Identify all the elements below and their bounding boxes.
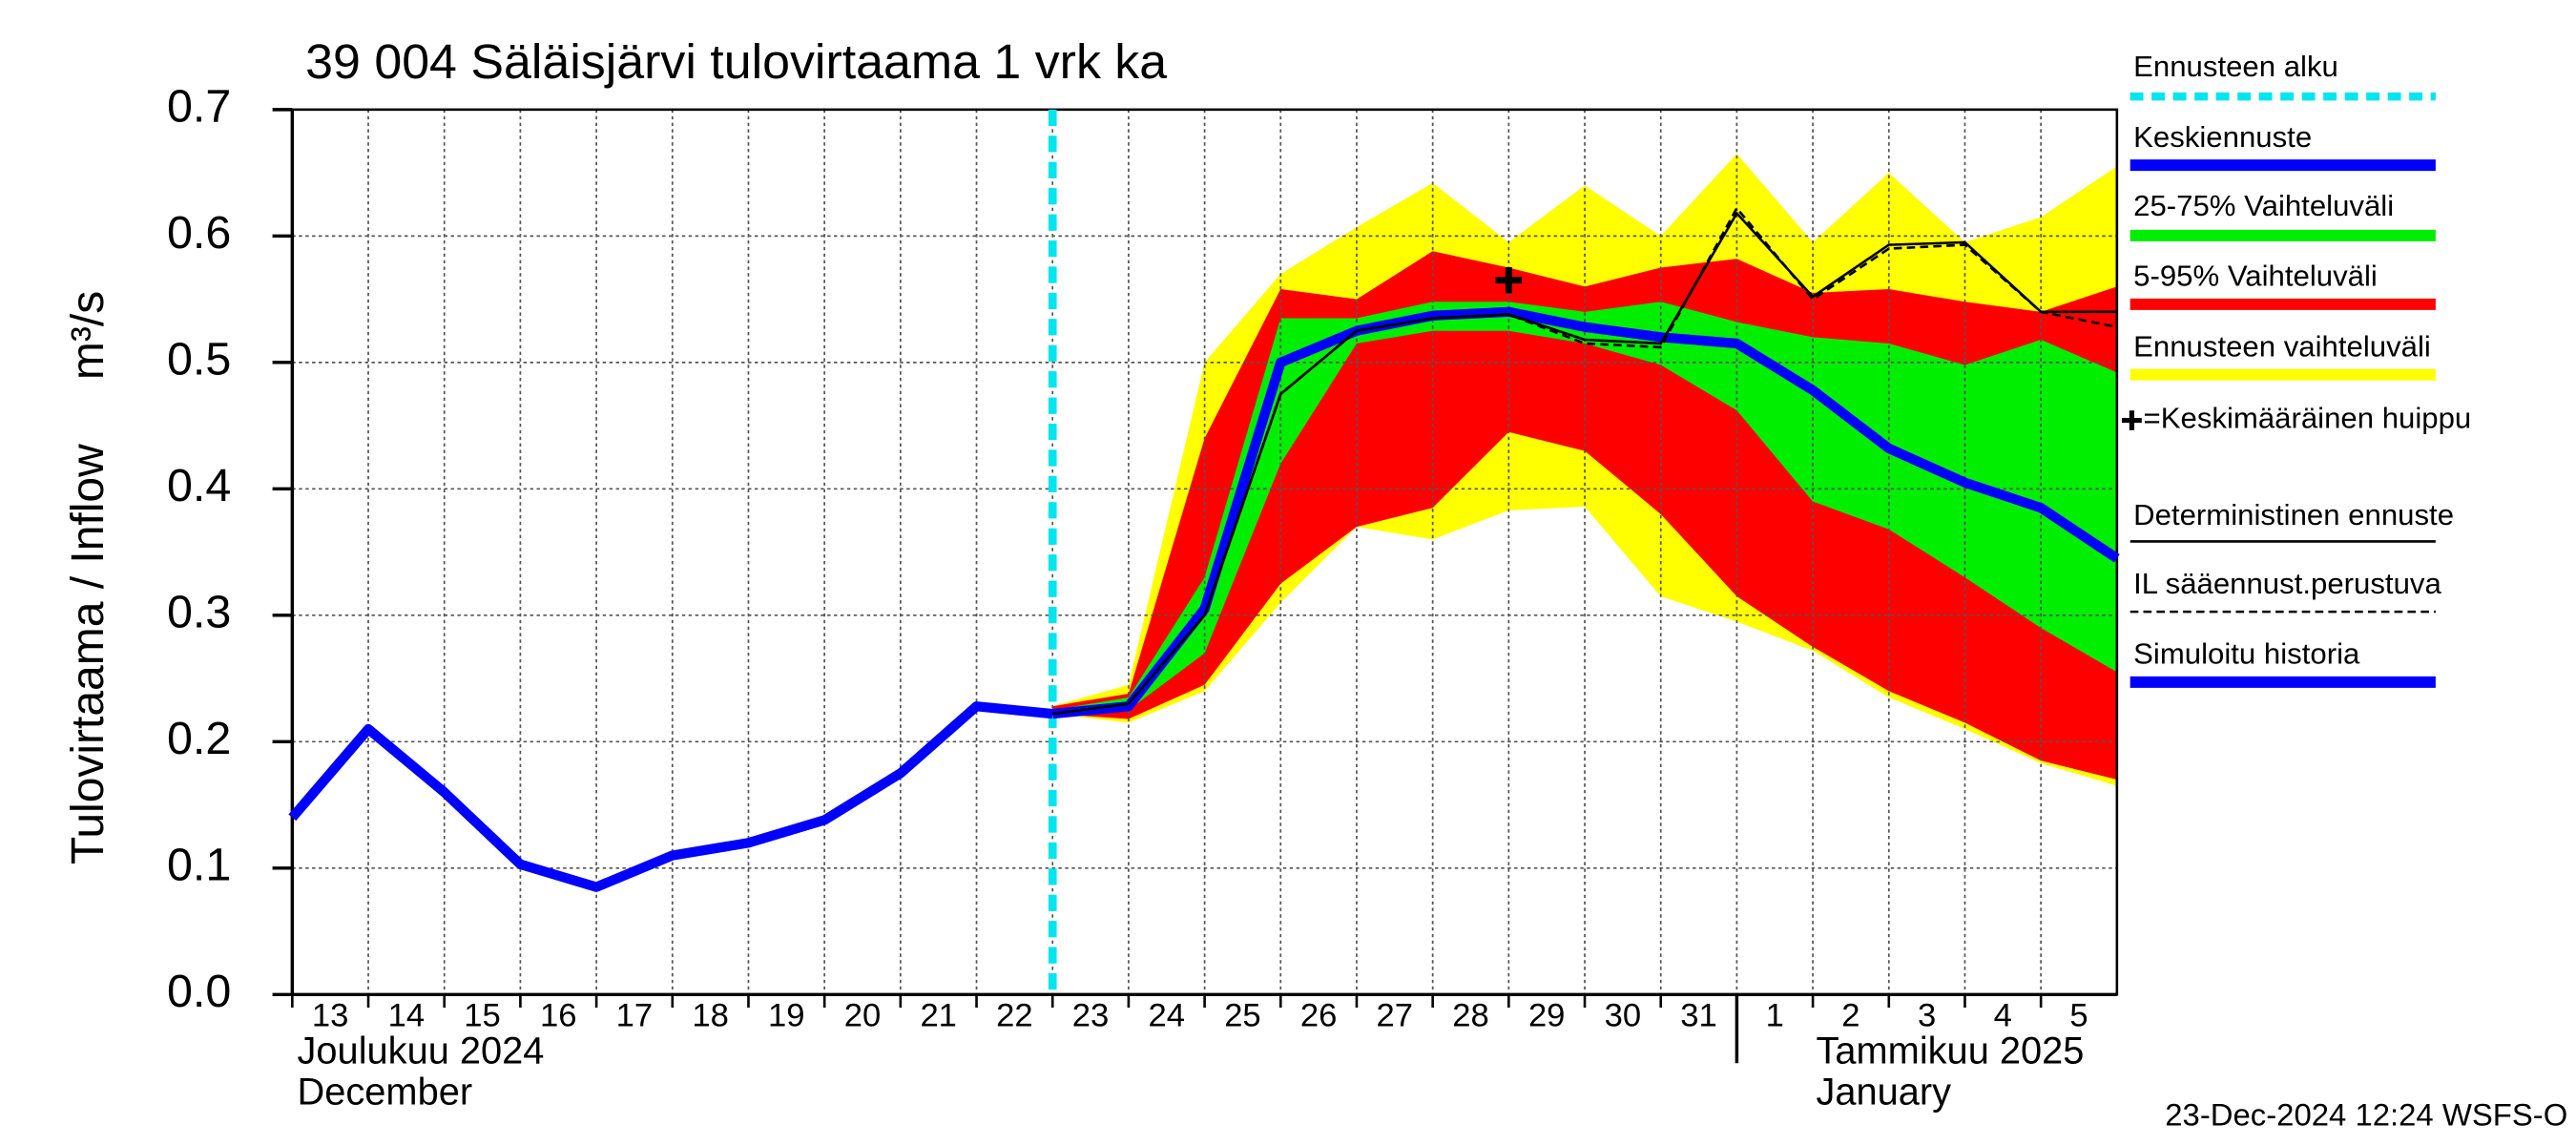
x-tick-label: 22 [996, 997, 1032, 1033]
y-tick-label: 0.7 [167, 81, 231, 133]
month-label: Joulukuu 2024 [298, 1030, 545, 1072]
timestamp: 23-Dec-2024 12:24 WSFS-O [2165, 1097, 2567, 1133]
y-tick-label: 0.5 [167, 334, 231, 385]
y-axis-unit: m³/s [62, 291, 114, 380]
x-tick-label: 30 [1605, 997, 1641, 1033]
x-tick-label: 19 [768, 997, 804, 1033]
legend-marker [2122, 410, 2142, 430]
month-label: January [1816, 1071, 1951, 1113]
legend-label: Deterministinen ennuste [2133, 498, 2454, 531]
x-tick-label: 5 [2069, 997, 2088, 1033]
legend-label: IL sääennust.perustuva [2133, 567, 2441, 600]
x-tick-label: 24 [1149, 997, 1185, 1033]
month-label: December [298, 1071, 473, 1113]
x-tick-label: 13 [312, 997, 348, 1033]
x-tick-label: 14 [388, 997, 425, 1033]
x-tick-label: 31 [1680, 997, 1716, 1033]
x-tick-label: 23 [1072, 997, 1109, 1033]
series-line [1052, 206, 2118, 716]
x-tick-label: 18 [692, 997, 728, 1033]
x-tick-label: 20 [844, 997, 881, 1033]
series-line [1052, 212, 2117, 716]
series-line [1051, 306, 2120, 719]
y-tick-label: 0.2 [167, 713, 231, 764]
legend-label: Ennusteen alku [2133, 50, 2338, 83]
x-tick-label: 3 [1918, 997, 1936, 1033]
x-tick-label: 15 [464, 997, 500, 1033]
legend-label: 25-75% Vaihteluväli [2133, 189, 2394, 222]
peak-marker [1495, 267, 1523, 294]
legend-label: Keskiennuste [2133, 120, 2312, 154]
x-tick-label: 21 [920, 997, 956, 1033]
x-tick-label: 17 [616, 997, 653, 1033]
x-tick-label: 28 [1452, 997, 1488, 1033]
y-tick-label: 0.4 [167, 460, 231, 511]
x-tick-label: 2 [1841, 997, 1859, 1033]
x-tick-label: 25 [1224, 997, 1260, 1033]
x-tick-label: 27 [1377, 997, 1413, 1033]
y-tick-label: 0.3 [167, 587, 231, 638]
series-line [288, 701, 1053, 892]
x-tick-label: 16 [540, 997, 576, 1033]
x-tick-label: 29 [1528, 997, 1565, 1033]
y-tick-label: 0.6 [167, 207, 231, 259]
legend-label: =Keskimääräinen huippu [2144, 402, 2472, 435]
legend-label: 5-95% Vaihteluväli [2133, 260, 2378, 293]
x-tick-label: 26 [1300, 997, 1337, 1033]
legend-label: Ennusteen vaihteluväli [2133, 329, 2431, 363]
band [1052, 302, 2117, 715]
x-tick-label: 1 [1766, 997, 1784, 1033]
legend-label: Simuloitu historia [2133, 637, 2360, 671]
x-tick-label: 4 [1994, 997, 2012, 1033]
chart-title: 39 004 Säläisjärvi tulovirtaama 1 vrk ka [305, 33, 1167, 89]
y-tick-label: 0.0 [167, 966, 231, 1017]
month-label: Tammikuu 2025 [1816, 1030, 2084, 1072]
y-axis-label: Tulovirtaama / Inflow [62, 444, 114, 864]
y-tick-label: 0.1 [167, 840, 231, 891]
